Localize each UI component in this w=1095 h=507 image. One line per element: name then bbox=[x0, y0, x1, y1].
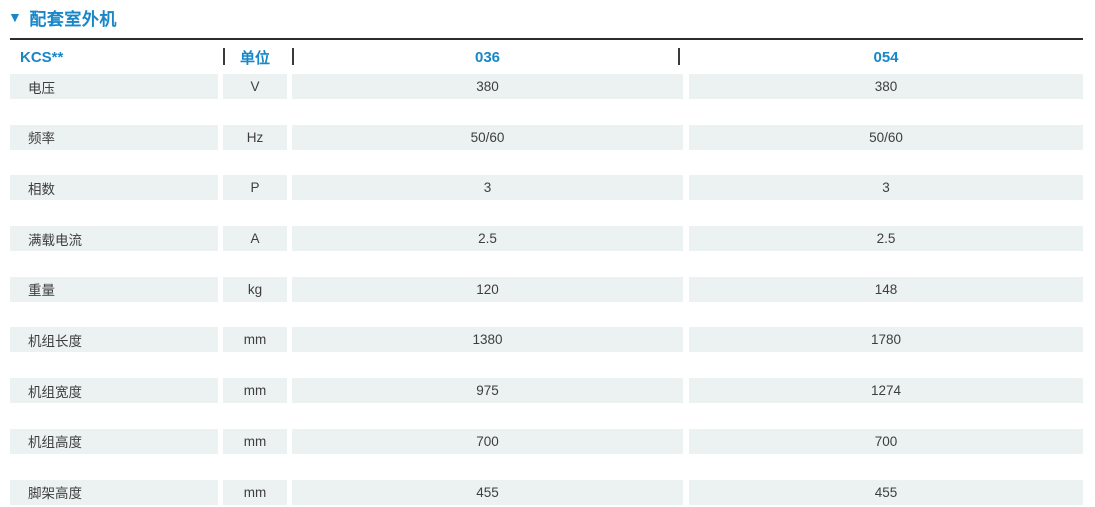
row-value-054: 148 bbox=[689, 276, 1083, 302]
row-value-036: 455 bbox=[292, 479, 683, 505]
row-unit: mm bbox=[223, 378, 287, 404]
row-label: 机组高度 bbox=[10, 428, 218, 454]
row-unit: P bbox=[223, 175, 287, 201]
row-value-054: 3 bbox=[689, 175, 1083, 201]
row-value-054: 380 bbox=[689, 74, 1083, 99]
row-unit: Hz bbox=[223, 124, 287, 150]
table-header-row: KCS** 单位 036 054 bbox=[10, 40, 1083, 74]
header-separator-bar bbox=[223, 48, 225, 65]
row-value-054: 455 bbox=[689, 479, 1083, 505]
row-label: 频率 bbox=[10, 124, 218, 150]
row-value-054: 700 bbox=[689, 428, 1083, 454]
row-value-036: 380 bbox=[292, 74, 683, 99]
row-label: 相数 bbox=[10, 175, 218, 201]
table-row: 相数 P 3 3 bbox=[10, 175, 1083, 201]
row-value-036: 700 bbox=[292, 428, 683, 454]
table-row: 电压 V 380 380 bbox=[10, 74, 1083, 99]
header-unit-label: 单位 bbox=[239, 49, 270, 67]
header-separator-bar bbox=[292, 48, 294, 65]
row-value-036: 2.5 bbox=[292, 226, 683, 252]
header-separator-bar bbox=[678, 48, 680, 65]
row-label: 重量 bbox=[10, 276, 218, 302]
table-row: 频率 Hz 50/60 50/60 bbox=[10, 124, 1083, 150]
table-row: 机组长度 mm 1380 1780 bbox=[10, 327, 1083, 353]
row-label: 机组宽度 bbox=[10, 378, 218, 404]
table-row: 机组高度 mm 700 700 bbox=[10, 428, 1083, 454]
row-unit: A bbox=[223, 226, 287, 252]
table-row: 机组宽度 mm 975 1274 bbox=[10, 378, 1083, 404]
header-column-036: 036 bbox=[474, 48, 501, 66]
outdoor-unit-spec-table: KCS** 单位 036 054 电压 V 380 380 频率 Hz 50/6… bbox=[10, 38, 1083, 505]
row-value-054: 50/60 bbox=[689, 124, 1083, 150]
section-triangle-icon: ▼ bbox=[8, 9, 23, 25]
table-row: 满载电流 A 2.5 2.5 bbox=[10, 226, 1083, 252]
row-unit: kg bbox=[223, 276, 287, 302]
section-title-text: 配套室外机 bbox=[29, 9, 117, 29]
row-value-054: 2.5 bbox=[689, 226, 1083, 252]
row-value-036: 975 bbox=[292, 378, 683, 404]
row-label: 满载电流 bbox=[10, 226, 218, 252]
row-label: 脚架高度 bbox=[10, 479, 218, 505]
row-unit: V bbox=[223, 74, 287, 99]
table-row: 脚架高度 mm 455 455 bbox=[10, 479, 1083, 505]
row-value-036: 120 bbox=[292, 276, 683, 302]
row-unit: mm bbox=[223, 428, 287, 454]
row-unit: mm bbox=[223, 479, 287, 505]
section-title: ▼ 配套室外机 bbox=[8, 6, 1095, 29]
row-value-036: 1380 bbox=[292, 327, 683, 353]
row-label: 电压 bbox=[10, 74, 218, 99]
table-body: 电压 V 380 380 频率 Hz 50/60 50/60 相数 P 3 3 … bbox=[10, 74, 1083, 505]
table-row: 重量 kg 120 148 bbox=[10, 276, 1083, 302]
row-unit: mm bbox=[223, 327, 287, 353]
header-column-054: 054 bbox=[873, 48, 899, 66]
row-value-054: 1274 bbox=[689, 378, 1083, 404]
header-model-series: KCS** bbox=[20, 48, 64, 66]
row-value-054: 1780 bbox=[689, 327, 1083, 353]
row-label: 机组长度 bbox=[10, 327, 218, 353]
row-value-036: 50/60 bbox=[292, 124, 683, 150]
row-value-036: 3 bbox=[292, 175, 683, 201]
